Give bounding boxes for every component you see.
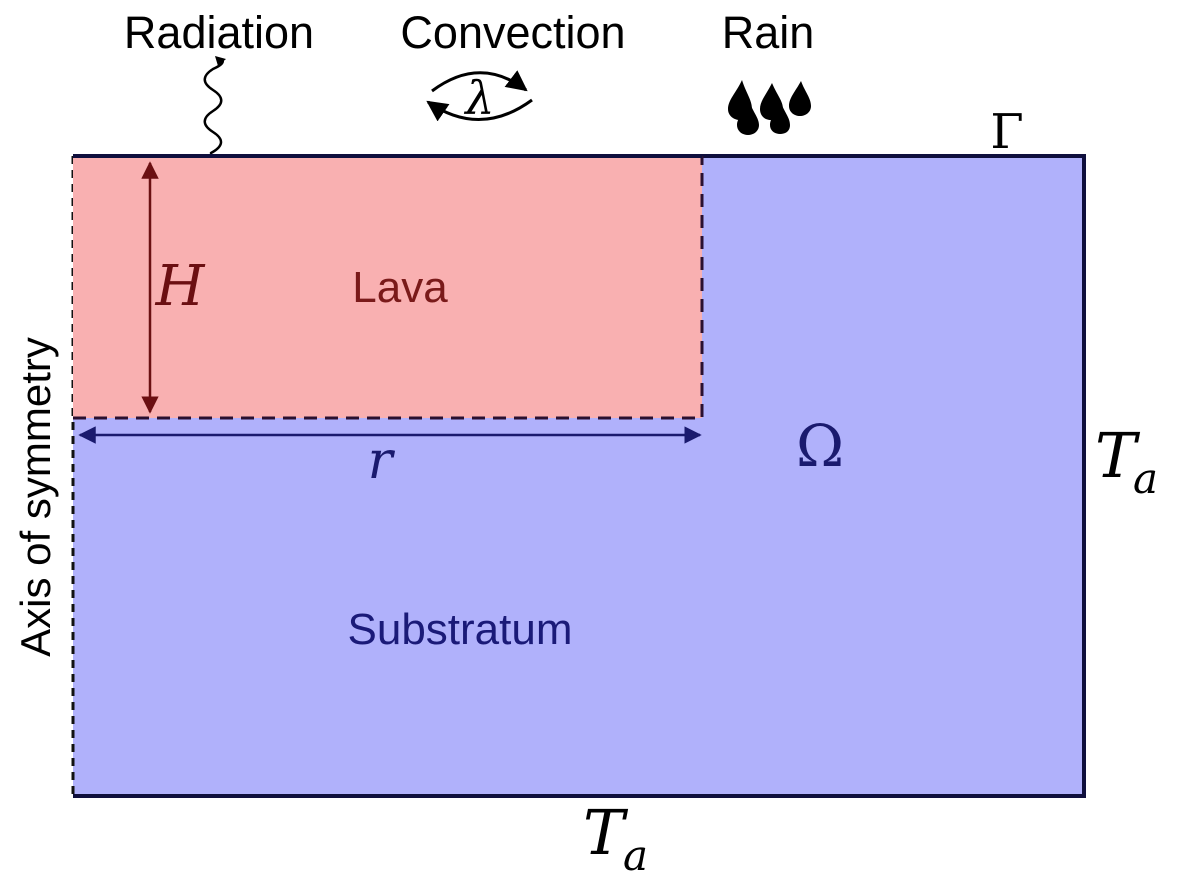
right-temperature-subscript: a: [1133, 454, 1158, 503]
lava-label: Lava: [352, 263, 448, 312]
domain-omega-label: Ω: [796, 412, 844, 480]
axis-of-symmetry-label: Axis of symmetry: [12, 337, 59, 657]
convection-label: Convection: [400, 7, 625, 58]
rain-label: Rain: [722, 7, 815, 58]
rain-drops-icon: [728, 80, 811, 135]
bottom-temperature-label: T a: [583, 796, 648, 877]
boundary-gamma-label: Γ: [990, 104, 1023, 160]
height-label: H: [155, 254, 206, 319]
convection-symbol: λ: [463, 71, 494, 125]
right-temperature-label: T a: [1095, 419, 1158, 503]
convection-cycle-icon: λ: [426, 70, 533, 125]
right-temperature-main: T: [1095, 419, 1141, 492]
lava-region: [73, 156, 702, 418]
bottom-temperature-main: T: [583, 796, 629, 869]
radiation-label: Radiation: [124, 7, 314, 58]
radius-label: r: [368, 431, 396, 491]
bottom-temperature-subscript: a: [623, 831, 648, 877]
lava-boundary: [73, 156, 704, 420]
substratum-label: Substratum: [348, 605, 573, 654]
radiation-wave-icon: [203, 56, 226, 155]
